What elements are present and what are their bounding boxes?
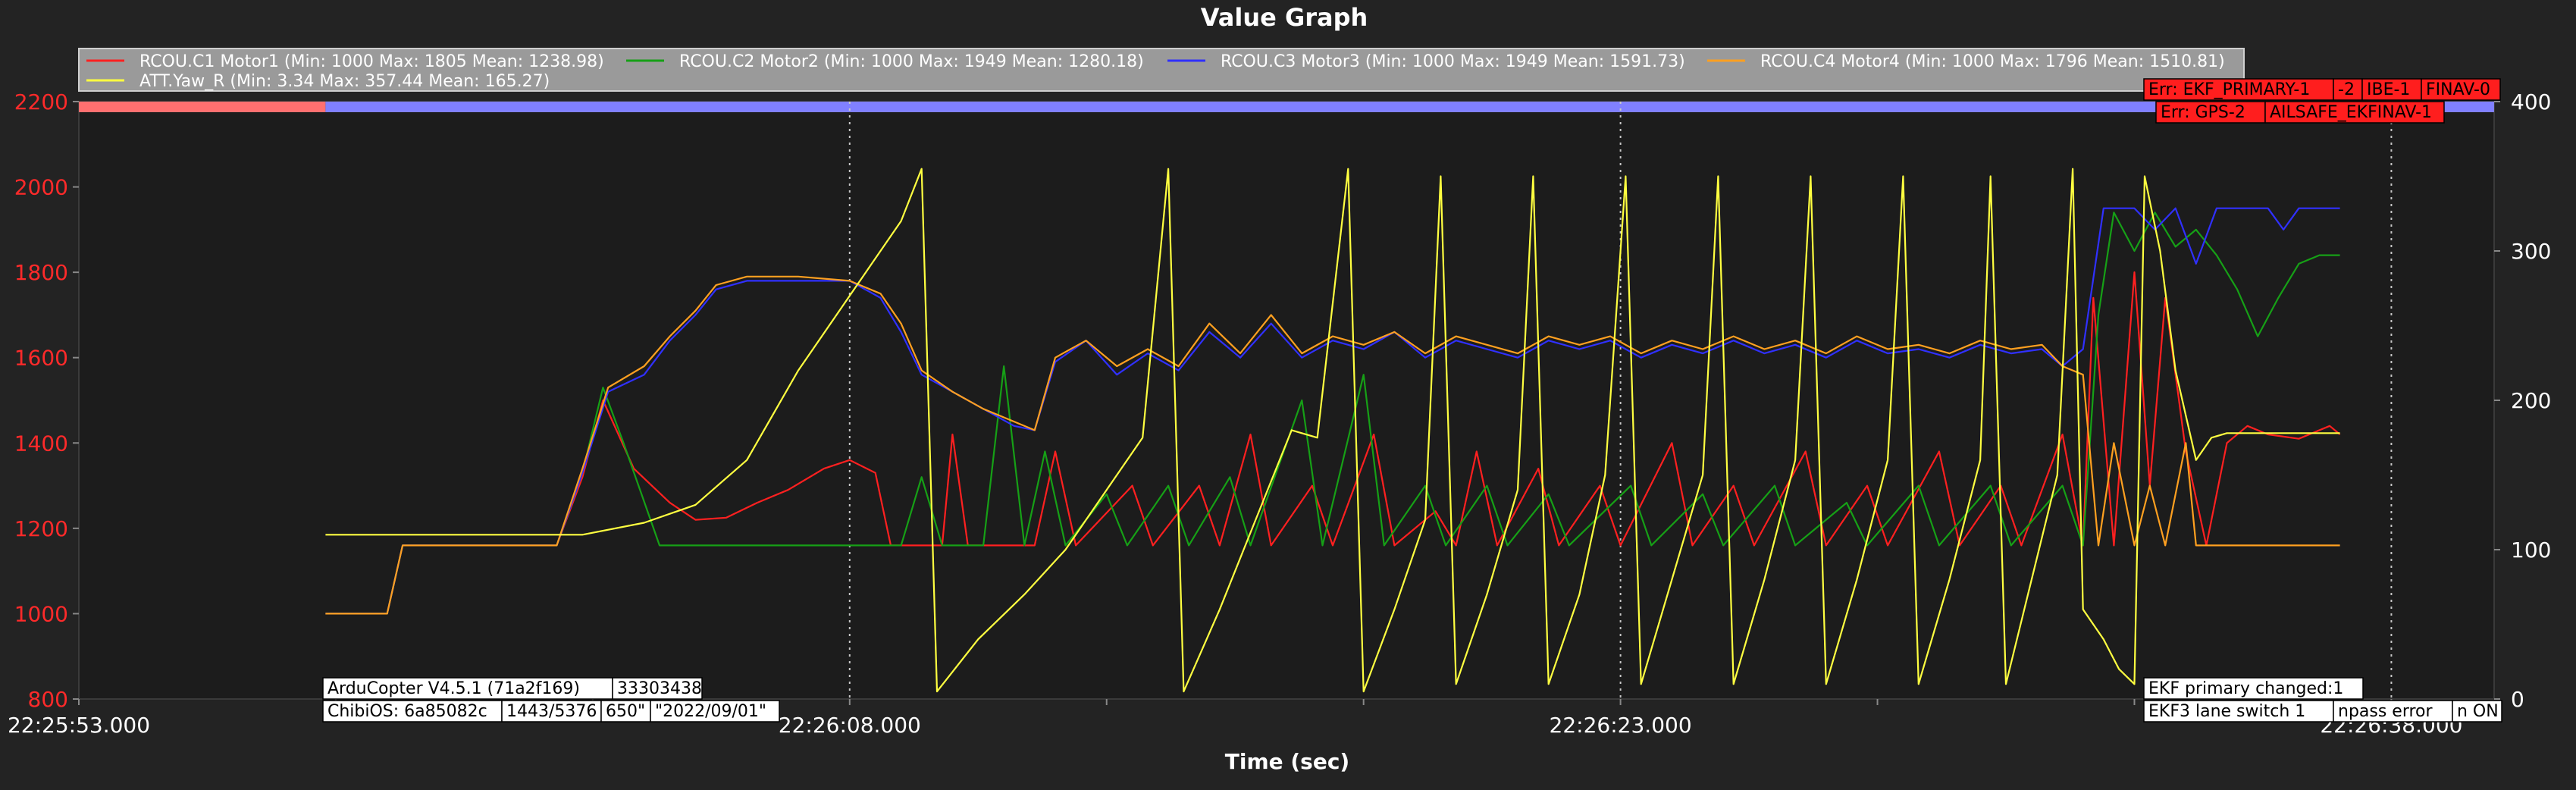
firmware-note-1-text-2: 650" — [606, 702, 645, 721]
error-note-0-text-3: FINAV-0 — [2426, 80, 2490, 99]
error-note-0-text-2: IBE-1 — [2367, 80, 2410, 99]
error-note-0-box-3 — [2421, 78, 2501, 101]
firmware-note-1-text-1: 1443/5376 — [506, 702, 597, 721]
legend-box[interactable] — [78, 48, 2245, 92]
firmware-note-1-text-0: ChibiOS: 6a85082c — [327, 702, 487, 721]
ekf-note-0-text-0: EKF primary changed:1 — [2148, 679, 2343, 698]
legend-label-3: RCOU.C4 Motor4 (Min: 1000 Max: 1796 Mean… — [1760, 52, 2225, 71]
error-note-0-text-0: Err: EKF_PRIMARY-1 — [2148, 80, 2310, 99]
right-tick-label-2: 200 — [2511, 388, 2551, 413]
right-tick-label-3: 300 — [2511, 239, 2551, 264]
series-line-1 — [325, 212, 2340, 615]
firmware-note-1-box-1 — [501, 700, 602, 723]
left-tick-label-6: 2000 — [14, 175, 68, 200]
x-axis-label: Time (sec) — [1225, 749, 1349, 774]
left-y-axis: 800 1000 1200 1400 1600 1800 2000 2200 — [14, 89, 79, 712]
ekf-note-1-text-1: npass error — [2338, 702, 2433, 721]
error-note-0-box-1 — [2333, 78, 2363, 101]
firmware-note-0-text-1: 33303438 — [617, 679, 702, 698]
legend-label-4: ATT.Yaw_R (Min: 3.34 Max: 357.44 Mean: 1… — [139, 72, 550, 91]
legend-label-1: RCOU.C2 Motor2 (Min: 1000 Max: 1949 Mean… — [679, 52, 1144, 71]
plot-area[interactable] — [78, 101, 2495, 700]
x-tick-label-1: 22:26:08.000 — [779, 713, 921, 738]
ekf-note-0-box-0 — [2143, 677, 2364, 700]
firmware-note-1-box-3 — [650, 700, 780, 723]
ekf-note-1-text-0: EKF3 lane switch 1 — [2148, 702, 2305, 721]
flight-mode-bar — [79, 102, 2495, 112]
x-tick-label-2: 22:26:23.000 — [1550, 713, 1692, 738]
firmware-note-1-box-0 — [322, 700, 503, 723]
firmware-note-0-box-1 — [612, 677, 703, 700]
error-note-1-text-1: AILSAFE_EKFINAV-1 — [2270, 103, 2432, 122]
left-tick-label-7: 2200 — [14, 89, 68, 114]
ekf-note-1-box-2 — [2452, 700, 2502, 723]
x-tick-label-0: 22:25:53.000 — [8, 713, 150, 738]
error-note-1-text-0: Err: GPS-2 — [2161, 103, 2245, 122]
error-note-1-box-1 — [2264, 101, 2445, 124]
firmware-note-1-box-2 — [600, 700, 651, 723]
legend[interactable]: RCOU.C1 Motor1 (Min: 1000 Max: 1805 Mean… — [78, 48, 2245, 92]
left-tick-label-4: 1600 — [14, 346, 68, 371]
right-y-axis: 0 100 200 300 400 — [2494, 89, 2551, 712]
series-line-2 — [325, 207, 2340, 615]
series-line-3 — [325, 275, 2340, 615]
left-tick-label-2: 1200 — [14, 516, 68, 541]
error-note-1-box-0 — [2155, 101, 2266, 124]
ekf-note-1-text-2: n ON — [2457, 702, 2499, 721]
mode-segment-0 — [79, 102, 326, 112]
plot-frame[interactable] — [78, 101, 2495, 700]
right-tick-label-4: 400 — [2511, 89, 2551, 114]
mode-segment-1 — [325, 102, 2495, 112]
left-tick-label-5: 1800 — [14, 260, 68, 285]
firmware-note-0-box-0 — [322, 677, 613, 700]
left-tick-label-1: 1000 — [14, 601, 68, 626]
error-note-0-text-1: -2 — [2338, 80, 2355, 99]
ekf-note-1-box-0 — [2143, 700, 2334, 723]
series-line-4 — [325, 168, 2340, 693]
legend-label-2: RCOU.C3 Motor3 (Min: 1000 Max: 1949 Mean… — [1221, 52, 1685, 71]
left-tick-label-0: 800 — [28, 687, 68, 712]
firmware-note-1-text-3: "2022/09/01" — [655, 702, 766, 721]
left-tick-label-3: 1400 — [14, 431, 68, 456]
legend-label-0: RCOU.C1 Motor1 (Min: 1000 Max: 1805 Mean… — [139, 52, 604, 71]
series-lines — [325, 168, 2341, 693]
ekf-note-1-box-1 — [2333, 700, 2453, 723]
right-tick-label-1: 100 — [2511, 538, 2551, 563]
error-note-0-box-2 — [2361, 78, 2422, 101]
annotations: ArduCopter V4.5.1 (71a2f169) 33303438 Chib… — [322, 78, 2502, 723]
right-tick-label-0: 0 — [2511, 687, 2524, 712]
chart-title: Value Graph — [1201, 3, 1368, 32]
series-line-0 — [325, 271, 2341, 615]
firmware-note-0-text-0: ArduCopter V4.5.1 (71a2f169) — [327, 679, 580, 698]
